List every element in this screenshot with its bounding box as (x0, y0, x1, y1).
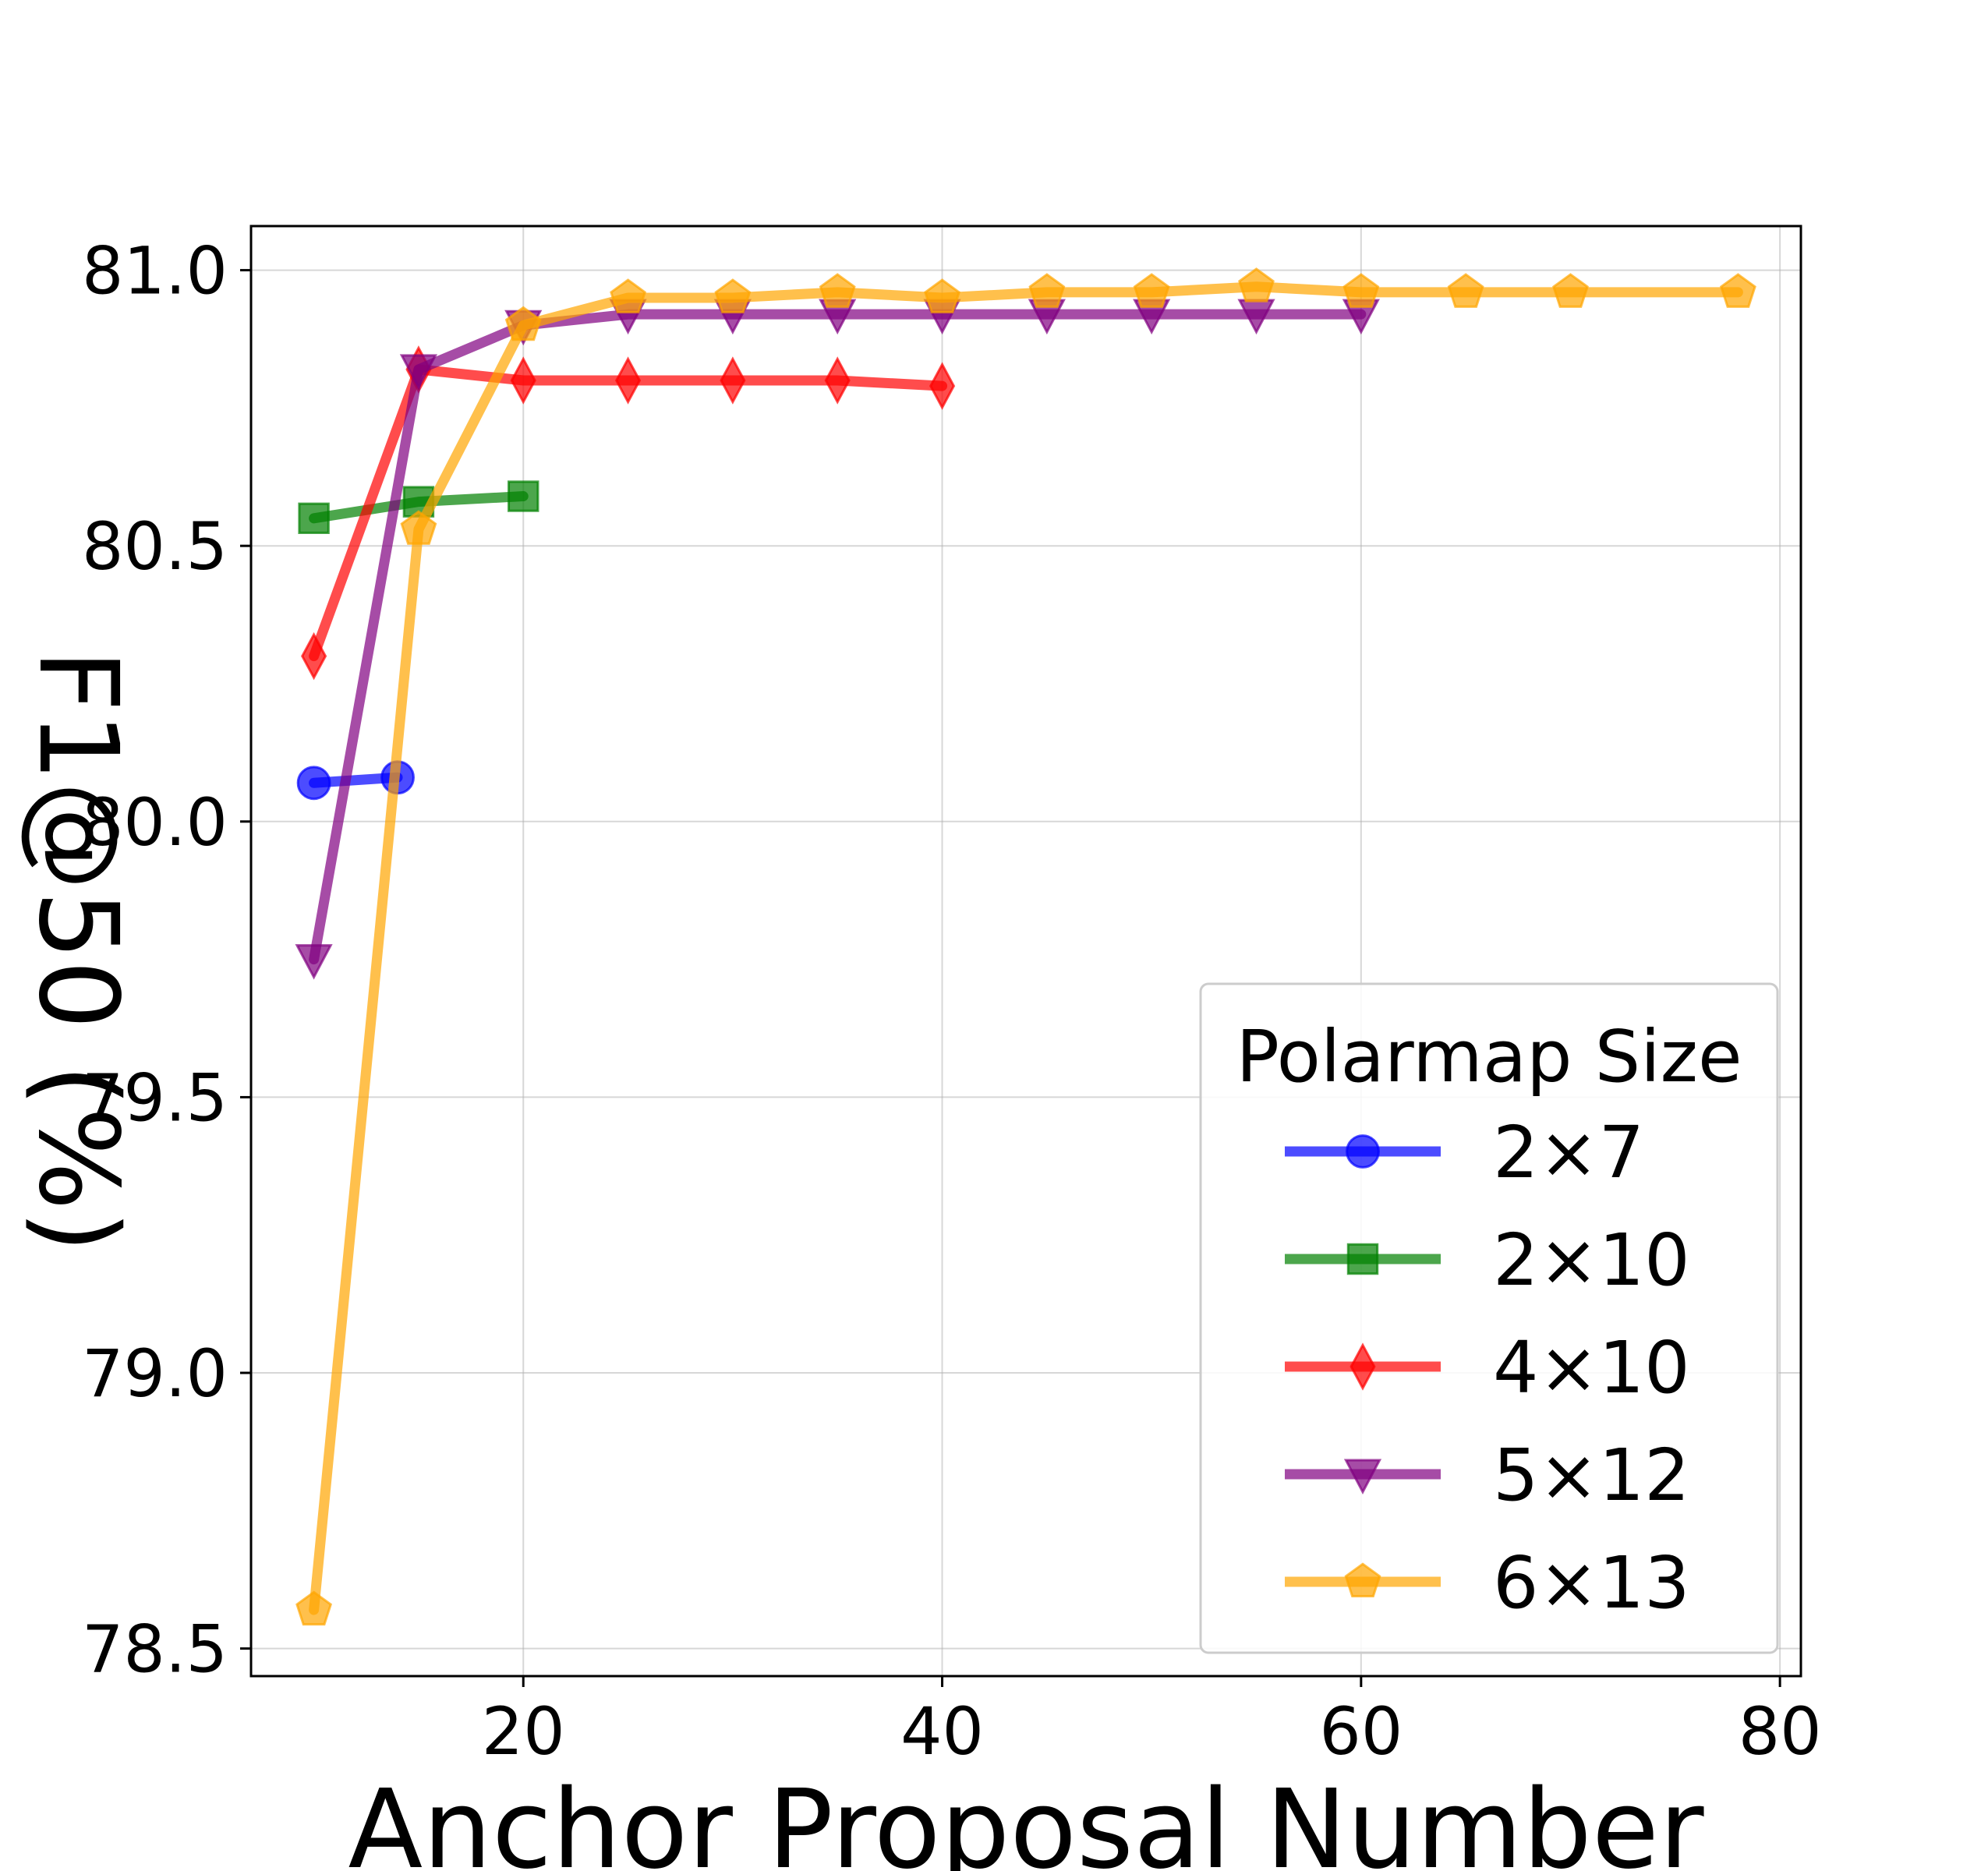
axis-ticks: 20 40 60 80 78.5 79.0 79.5 80.0 80.5 81.0 (82, 233, 1822, 1770)
legend-label: 2×7 (1493, 1111, 1644, 1194)
x-tick-label: 80 (1739, 1693, 1822, 1770)
plot-frame (249, 225, 1802, 1678)
data-point (301, 631, 327, 681)
data-point (1552, 273, 1589, 308)
legend-entry: 5×12 (1285, 1434, 1690, 1517)
legend-marker (1350, 1342, 1376, 1391)
y-tick-label: 80.5 (82, 508, 228, 585)
y-tick-label: 80.0 (82, 784, 228, 861)
legend-title: Polarmap Size (1236, 1015, 1742, 1098)
series-2×7 (296, 760, 415, 801)
legend-label: 4×10 (1493, 1326, 1690, 1409)
data-point (614, 356, 642, 405)
data-point (819, 273, 856, 308)
data-point (714, 278, 752, 313)
plot-series (295, 267, 1756, 1626)
data-point (298, 502, 330, 535)
data-point (1447, 273, 1484, 308)
legend-entry: 4×10 (1285, 1326, 1690, 1409)
data-point (400, 510, 437, 545)
data-point (510, 356, 536, 405)
legend-entry: 6×13 (1285, 1541, 1690, 1625)
y-tick-label: 78.5 (82, 1611, 228, 1688)
data-point (610, 278, 647, 313)
y-tick-label: 79.5 (82, 1059, 228, 1136)
x-tick-label: 60 (1319, 1693, 1403, 1770)
y-axis-label: F1@50 (%) (14, 649, 141, 1254)
series-6×13 (295, 267, 1756, 1626)
data-point (824, 356, 851, 405)
legend-entry: 2×7 (1285, 1111, 1644, 1194)
data-point (504, 306, 542, 341)
data-point (1719, 273, 1756, 308)
legend-marker (1346, 1134, 1380, 1169)
x-tick-label: 40 (900, 1693, 984, 1770)
legend-marker (1346, 1243, 1379, 1275)
data-point (296, 766, 331, 801)
data-point (295, 944, 333, 980)
legend-label: 5×12 (1493, 1434, 1690, 1517)
legend-marker (1343, 1459, 1382, 1495)
legend-entry: 2×10 (1285, 1218, 1690, 1302)
x-tick-label: 20 (482, 1693, 565, 1770)
legend-marker (1344, 1562, 1381, 1597)
data-point (295, 1590, 333, 1626)
data-point (1238, 267, 1275, 302)
data-point (1028, 273, 1066, 308)
y-tick-label: 81.0 (82, 233, 228, 309)
legend: Polarmap Size 2×7 2×10 4×10 5×12 6×13 (1199, 982, 1779, 1654)
data-point (924, 278, 960, 313)
data-point (1342, 273, 1380, 308)
x-axis-label: Anchor Proposal Number (348, 1767, 1704, 1871)
data-point (508, 480, 539, 512)
data-point (399, 354, 438, 390)
data-point (1133, 273, 1170, 308)
y-tick-label: 79.0 (82, 1335, 228, 1412)
data-point (929, 362, 956, 410)
data-point (720, 356, 746, 405)
legend-label: 2×10 (1493, 1218, 1690, 1302)
legend-label: 6×13 (1493, 1541, 1690, 1625)
